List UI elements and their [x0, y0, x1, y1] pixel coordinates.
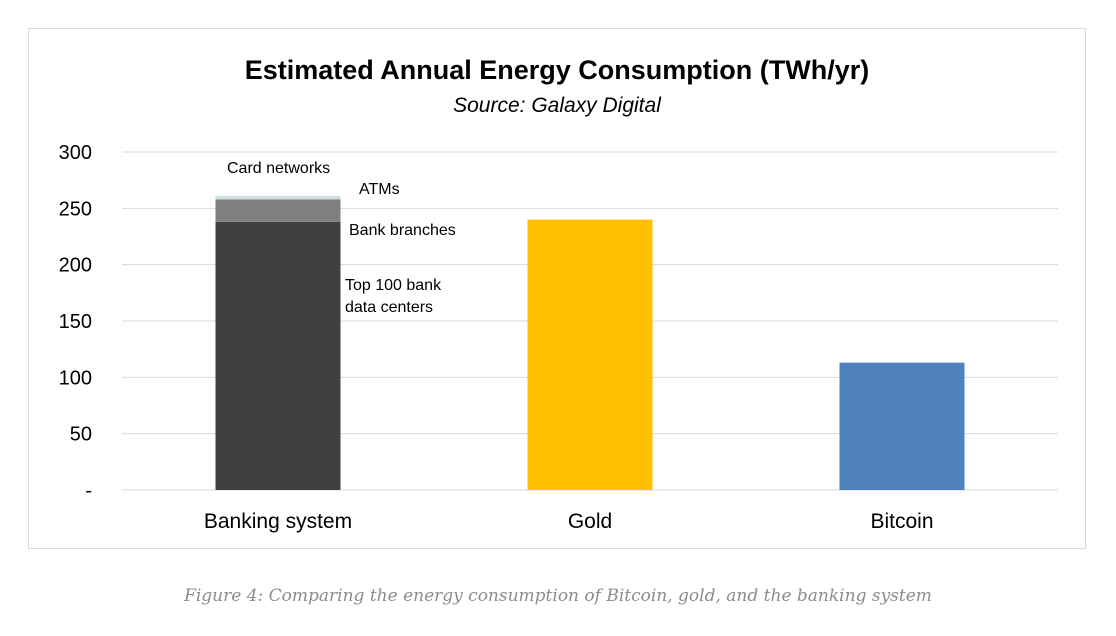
chart-title: Estimated Annual Energy Consumption (TWh… — [245, 55, 870, 85]
bar-chart: Estimated Annual Energy Consumption (TWh… — [59, 55, 1058, 533]
x-category-label: Gold — [568, 510, 612, 533]
segment-labels: Top 100 bank data centers Bank branches ATM… — [227, 160, 456, 316]
y-tick-label: 250 — [59, 198, 92, 220]
bar-segment — [215, 199, 341, 222]
bar-segment — [215, 195, 341, 198]
x-category-label: Banking system — [204, 510, 352, 533]
bar-segment — [215, 197, 341, 200]
figure-caption: Figure 4: Comparing the energy consumpti… — [184, 586, 932, 606]
y-tick-label: 300 — [59, 142, 92, 164]
bars — [215, 195, 965, 490]
bar — [527, 219, 653, 490]
chart-subtitle: Source: Galaxy Digital — [453, 94, 662, 117]
bar-segment — [215, 221, 341, 490]
x-axis-categories: Banking system Gold Bitcoin — [204, 510, 934, 533]
y-tick-label: 150 — [59, 311, 92, 333]
y-tick-label: 50 — [70, 424, 92, 446]
bar — [839, 362, 965, 490]
segment-label: Top 100 bank data centers — [345, 277, 442, 316]
y-tick-label: 100 — [59, 367, 92, 389]
y-tick-label: - — [85, 480, 92, 502]
segment-label: Card networks — [227, 160, 330, 177]
segment-label: ATMs — [359, 181, 400, 198]
y-tick-label: 200 — [59, 255, 92, 277]
y-axis-ticks: - 50 100 150 200 250 300 — [59, 142, 92, 502]
x-category-label: Bitcoin — [870, 510, 933, 533]
segment-label: Bank branches — [349, 222, 456, 239]
